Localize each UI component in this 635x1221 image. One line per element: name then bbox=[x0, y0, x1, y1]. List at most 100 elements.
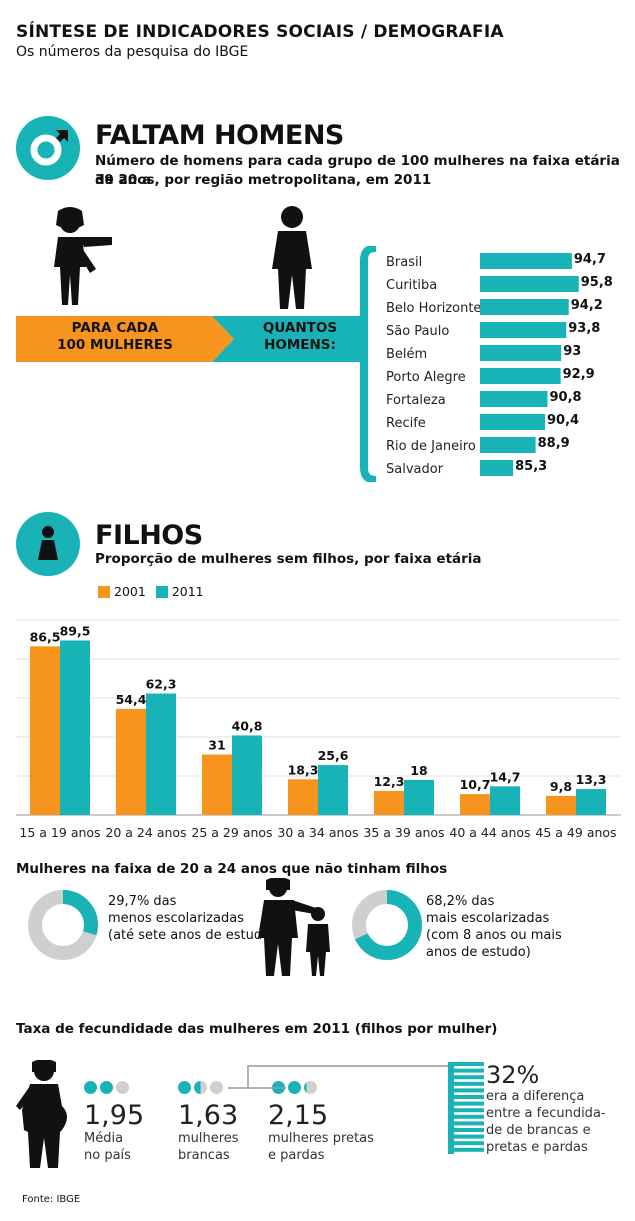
bar-2011 bbox=[232, 735, 262, 815]
category-label: 30 a 34 anos bbox=[277, 825, 358, 840]
category-label: 35 a 39 anos bbox=[363, 825, 444, 840]
faltam-homens-icon bbox=[16, 116, 80, 180]
bar-value-label: 10,7 bbox=[460, 777, 491, 792]
donuts-title: Mulheres na faixa de 20 a 24 anos que nã… bbox=[16, 861, 448, 877]
stack-bar bbox=[454, 1062, 484, 1066]
ranking-label: Rio de Janeiro bbox=[386, 439, 476, 454]
ranking-value: 94,2 bbox=[571, 298, 603, 313]
legend-label-2011: 2011 bbox=[171, 584, 204, 599]
ranking-label: Fortaleza bbox=[386, 393, 446, 408]
donut-left-line3: (até sete anos de estudo) bbox=[108, 928, 276, 943]
stack-bar bbox=[454, 1088, 484, 1093]
category-label: 15 a 19 anos bbox=[19, 825, 100, 840]
fec-brancas-line2: brancas bbox=[178, 1148, 230, 1163]
legend-swatch-2001 bbox=[98, 585, 110, 598]
arrow-band bbox=[16, 316, 366, 362]
ranking-value: 93,8 bbox=[568, 321, 600, 336]
fec-pretas-line1: mulheres pretas bbox=[268, 1131, 374, 1146]
bar-2011 bbox=[490, 786, 520, 815]
bar-value-label: 18,3 bbox=[288, 762, 319, 777]
ranking-bar bbox=[480, 368, 561, 384]
ranking-bar bbox=[480, 345, 562, 361]
ranking-bar bbox=[480, 322, 567, 338]
legend-label-2001: 2001 bbox=[114, 584, 146, 599]
bar-value-label: 18 bbox=[410, 763, 427, 778]
section2-subtitle: Proporção de mulheres sem filhos, por fa… bbox=[95, 551, 482, 567]
dots-brancas bbox=[178, 1081, 223, 1094]
ranking-value: 88,9 bbox=[538, 436, 570, 451]
ranking-label: Recife bbox=[386, 416, 426, 431]
ranking-value: 95,8 bbox=[581, 275, 613, 290]
stack-bar bbox=[454, 1114, 484, 1119]
section1-title: FALTAM HOMENS bbox=[95, 120, 344, 151]
ranking-label: Porto Alegre bbox=[386, 370, 466, 385]
donut-value-arc bbox=[352, 890, 422, 960]
bar-value-label: 54,4 bbox=[116, 692, 147, 707]
stack-bar bbox=[454, 1128, 484, 1132]
bar-2001 bbox=[116, 708, 146, 815]
chart-legend: 2001 2011 bbox=[98, 584, 204, 599]
bar-2001 bbox=[374, 791, 404, 815]
ranking-value: 94,7 bbox=[574, 252, 606, 267]
bar-2001 bbox=[30, 646, 60, 815]
donut-right-line4: anos de estudo) bbox=[426, 945, 531, 960]
ranking-value: 93 bbox=[563, 344, 581, 359]
bar-2011 bbox=[576, 789, 606, 815]
bar-2011 bbox=[146, 693, 176, 815]
bar-value-label: 25,6 bbox=[318, 748, 349, 763]
arrow-left-line1: PARA CADA bbox=[71, 320, 159, 336]
pregnant-woman-icon bbox=[16, 1060, 67, 1168]
section1-subtitle-1: Número de homens para cada grupo de 100 … bbox=[95, 153, 620, 188]
difference-stack-icon bbox=[448, 1062, 484, 1154]
donut-right-line1: 68,2% das bbox=[426, 894, 495, 909]
donut-left-line1: 29,7% das bbox=[108, 894, 177, 909]
ranking-value: 92,9 bbox=[563, 367, 595, 382]
diff-line1: era a diferença bbox=[486, 1089, 585, 1104]
ranking-bar bbox=[480, 276, 579, 292]
diff-pct: 32% bbox=[486, 1061, 540, 1089]
page-title: SÍNTESE DE INDICADORES SOCIAIS / DEMOGRA… bbox=[16, 22, 504, 42]
bar-2011 bbox=[318, 765, 348, 815]
ranking-value: 90,4 bbox=[547, 413, 579, 428]
legend-swatch-2011 bbox=[155, 585, 168, 598]
fecundidade-title: Taxa de fecundidade das mulheres em 2011… bbox=[16, 1021, 498, 1037]
bar-value-label: 86,5 bbox=[30, 629, 61, 644]
fec-media-line1: Média bbox=[84, 1131, 124, 1146]
filhos-icon bbox=[16, 512, 80, 576]
category-label: 40 a 44 anos bbox=[449, 825, 530, 840]
donut-left bbox=[28, 890, 98, 960]
diff-line2: entre a fecundida- bbox=[486, 1106, 606, 1121]
ranking-bar bbox=[480, 299, 569, 315]
stack-spine bbox=[448, 1062, 454, 1154]
section1-subtitle-2: 39 anos, por região metropolitana, em 20… bbox=[95, 172, 432, 188]
bar-2001 bbox=[546, 795, 576, 815]
diff-line4: pretas e pardas bbox=[486, 1140, 588, 1155]
category-label: 20 a 24 anos bbox=[105, 825, 186, 840]
ranking-label: São Paulo bbox=[386, 324, 449, 339]
bar-2001 bbox=[460, 794, 490, 815]
donut-value-arc bbox=[28, 890, 98, 960]
ranking-chart: Brasil 94,7 Curitiba 95,8 Belo Horizonte 94,2… bbox=[386, 252, 613, 477]
stack-bar bbox=[454, 1121, 484, 1126]
fec-brancas-line1: mulheres bbox=[178, 1131, 239, 1146]
ranking-label: Belo Horizonte bbox=[386, 301, 481, 316]
ranking-label: Curitiba bbox=[386, 278, 437, 293]
connector-lines bbox=[228, 1065, 450, 1089]
bar-2011 bbox=[404, 779, 434, 815]
stack-bar bbox=[454, 1134, 484, 1139]
ranking-bar bbox=[480, 253, 572, 269]
donut-right-line3: (com 8 anos ou mais bbox=[426, 928, 562, 943]
stack-bar bbox=[454, 1147, 484, 1152]
ranking-bar bbox=[480, 437, 536, 453]
category-label: 25 a 29 anos bbox=[191, 825, 272, 840]
bar-value-label: 9,8 bbox=[550, 779, 572, 794]
stack-bar bbox=[454, 1068, 484, 1073]
diff-line3: de de brancas e bbox=[486, 1123, 591, 1138]
arrow-left-line2: 100 MULHERES bbox=[57, 337, 173, 353]
ranking-label: Belém bbox=[386, 347, 427, 362]
ranking-value: 85,3 bbox=[515, 459, 547, 474]
source-note: Fonte: IBGE bbox=[22, 1194, 81, 1205]
ranking-bracket bbox=[360, 246, 377, 482]
bar-value-label: 89,5 bbox=[60, 623, 91, 638]
bar-2011 bbox=[60, 640, 90, 815]
